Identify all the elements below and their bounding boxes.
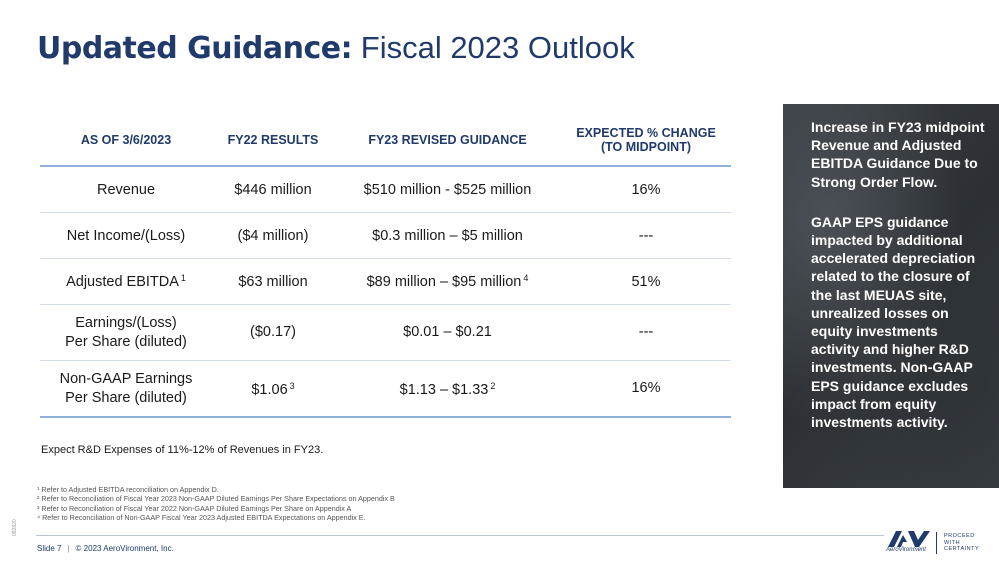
- row-label: Non-GAAP Earnings: [59, 370, 193, 387]
- row-label-cell: Earnings/(Loss) Per Share (diluted): [40, 304, 212, 361]
- row-label-line2: Per Share (diluted): [65, 389, 187, 406]
- row-label: Revenue: [40, 166, 212, 213]
- av-logo-icon: [888, 531, 930, 547]
- fy23-value-cell: $89 million – $95 million 4: [334, 258, 561, 305]
- footnote-ref: 1: [180, 273, 186, 283]
- header-as-of: AS OF 3/6/2023: [40, 115, 212, 167]
- footnote: ¹ Refer to Adjusted EBITDA reconciliatio…: [37, 485, 219, 494]
- page-title: Updated Guidance: Fiscal 2023 Outlook: [37, 30, 635, 66]
- footer-divider: [36, 535, 884, 536]
- table-row: Non-GAAP Earnings Per Share (diluted) $1…: [40, 360, 731, 418]
- fy22-value: $446 million: [212, 166, 334, 213]
- footnote-ref: 4: [523, 273, 529, 283]
- footnote: ² Refer to Reconciliation of Fiscal Year…: [37, 494, 395, 504]
- tagline-line: WITH: [944, 539, 961, 546]
- row-label: Net Income/(Loss): [40, 212, 212, 259]
- footnote: ⁴ Refer to Reconciliation of Non-GAAP Fi…: [37, 512, 366, 522]
- fy22-value: ($0.17): [212, 304, 334, 361]
- tagline-line: PROCEED: [944, 533, 975, 539]
- row-label-line2: Per Share (diluted): [65, 333, 187, 350]
- fy22-value: $63 million: [212, 258, 334, 305]
- change-value: 16%: [561, 360, 731, 418]
- header-expected-change: EXPECTED % CHANGE (TO MIDPOINT): [561, 115, 731, 167]
- logo-wordmark: AeroVironment: [886, 547, 926, 553]
- highlights-panel: Increase in FY23 midpoint Revenue and Ad…: [783, 104, 999, 488]
- table-header-row: AS OF 3/6/2023 FY22 RESULTS FY23 REVISED…: [40, 115, 731, 167]
- footnote: ³ Refer to Reconciliation of Fiscal Year…: [37, 503, 352, 513]
- fy23-value: $1.13 – $1.33: [399, 382, 489, 398]
- rd-expense-note: Expect R&D Expenses of 11%-12% of Revenu…: [41, 444, 324, 456]
- header-fy23: FY23 REVISED GUIDANCE: [334, 115, 561, 167]
- highlight-revenue: Increase in FY23 midpoint Revenue and Ad…: [811, 119, 985, 190]
- copyright: © 2023 AeroVironment, Inc.: [75, 544, 174, 553]
- footnotes: ¹ Refer to Adjusted EBITDA reconciliatio…: [37, 485, 395, 522]
- fy22-value: $1.06: [251, 382, 288, 398]
- header-fy22: FY22 RESULTS: [212, 115, 334, 167]
- table-row: Earnings/(Loss) Per Share (diluted) ($0.…: [40, 304, 731, 361]
- footnote-ref: 2: [490, 381, 496, 391]
- fy23-value: $0.01 – $0.21: [334, 304, 561, 361]
- change-value: ---: [561, 304, 731, 361]
- row-label: Adjusted EBITDA: [66, 274, 179, 290]
- table-row: Revenue $446 million $510 million - $525…: [40, 166, 731, 213]
- title-light: Fiscal 2023 Outlook: [352, 30, 635, 65]
- logo-divider: [936, 532, 937, 554]
- change-value: ---: [561, 212, 731, 259]
- footnote-ref: 3: [289, 381, 295, 391]
- change-value: 51%: [561, 258, 731, 305]
- row-label: Earnings/(Loss): [75, 314, 177, 331]
- logo-tagline: PROCEED WITH CERTAINTY: [944, 533, 979, 553]
- highlight-eps: GAAP EPS guidance impacted by additional…: [811, 213, 976, 431]
- title-bold: Updated Guidance:: [37, 31, 353, 66]
- tagline-line: CERTAINTY: [944, 546, 980, 552]
- header-expected-change-line1: EXPECTED % CHANGE: [576, 126, 716, 140]
- footer-separator: |: [67, 544, 70, 553]
- fy23-value: $0.3 million – $5 million: [334, 212, 561, 259]
- table-row: Net Income/(Loss) ($4 million) $0.3 mill…: [40, 212, 731, 259]
- fy23-value: $89 million – $95 million: [366, 274, 522, 290]
- slide-number: Slide 7: [37, 544, 62, 553]
- fy22-value: ($4 million): [212, 212, 334, 259]
- guidance-table: AS OF 3/6/2023 FY22 RESULTS FY23 REVISED…: [40, 115, 731, 418]
- change-value: 16%: [561, 166, 731, 213]
- company-logo: AeroVironment PROCEED WITH CERTAINTY: [886, 530, 996, 558]
- header-expected-change-line2: (TO MIDPOINT): [600, 140, 692, 154]
- fy23-value: $510 million - $525 million: [334, 166, 561, 213]
- row-label-cell: Adjusted EBITDA 1: [40, 258, 212, 305]
- fy23-value-cell: $1.13 – $1.33 2: [334, 360, 561, 418]
- footer: Slide 7 | © 2023 AeroVironment, Inc.: [37, 544, 174, 553]
- fy22-value-cell: $1.06 3: [212, 360, 334, 418]
- row-label-cell: Non-GAAP Earnings Per Share (diluted): [40, 360, 212, 418]
- side-code: 092820: [12, 519, 18, 536]
- table-row: Adjusted EBITDA 1 $63 million $89 million…: [40, 258, 731, 305]
